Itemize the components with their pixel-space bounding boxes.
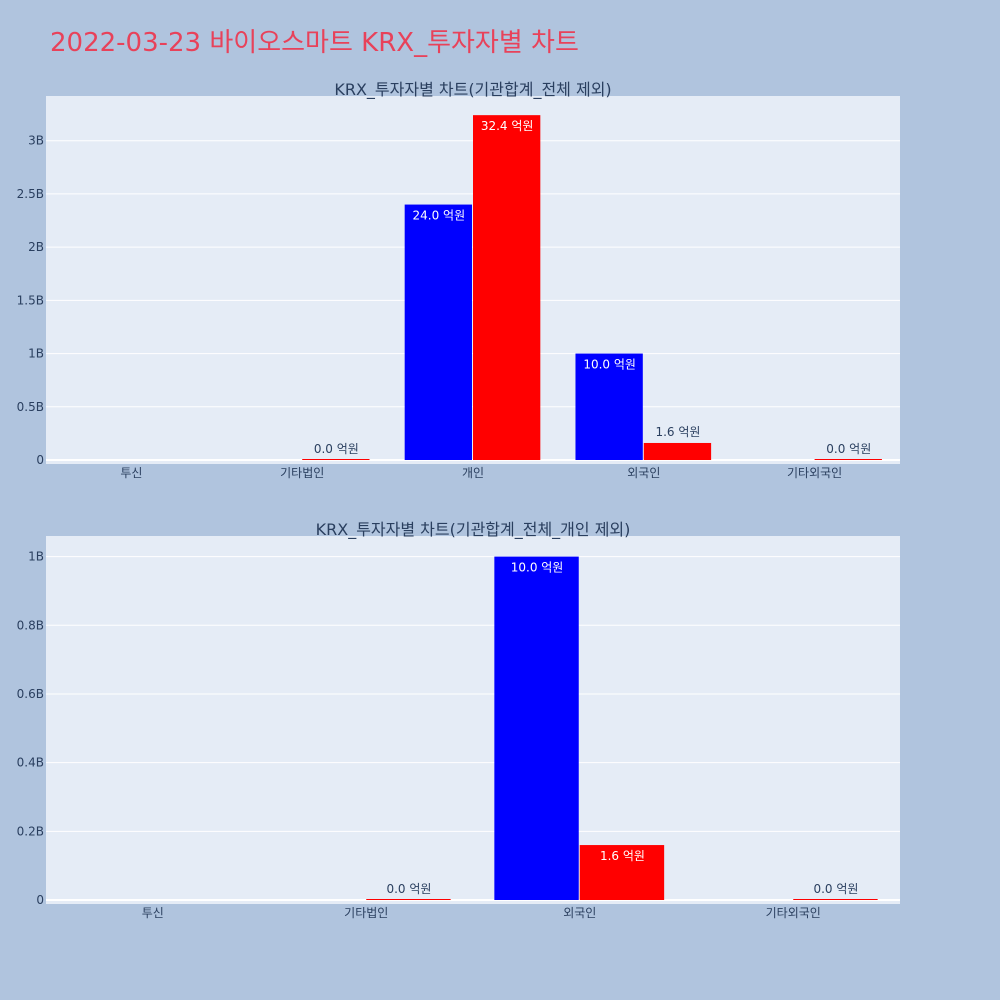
x-tick-label: 투신	[120, 466, 142, 480]
x-tick-label: 투신	[142, 906, 164, 920]
data-label: 0.0 억원	[386, 882, 431, 896]
bar	[575, 353, 643, 460]
bar	[643, 442, 712, 460]
y-tick-label: 0.8B	[17, 618, 44, 632]
y-tick-label: 1B	[28, 347, 44, 361]
data-label: 32.4 억원	[481, 119, 534, 133]
y-tick-label: 0.6B	[17, 687, 44, 701]
data-label: 10.0 억원	[511, 561, 564, 575]
bar	[579, 845, 665, 900]
y-tick-label: 0	[36, 893, 44, 907]
x-tick-label: 외국인	[563, 906, 596, 920]
data-label: 0.0 억원	[826, 442, 871, 456]
y-tick-label: 2.5B	[17, 187, 44, 201]
x-tick-label: 개인	[462, 466, 484, 480]
y-tick-label: 0.5B	[17, 400, 44, 414]
y-tick-label: 1B	[28, 550, 44, 564]
x-tick-label: 기타법인	[344, 906, 388, 920]
data-label: 1.6 억원	[600, 849, 645, 863]
data-label: 0.0 억원	[813, 882, 858, 896]
data-label: 10.0 억원	[583, 358, 636, 372]
y-tick-label: 2B	[28, 240, 44, 254]
x-tick-label: 기타외국인	[766, 906, 821, 920]
x-tick-label: 외국인	[627, 466, 660, 480]
chart-title-2: KRX_투자자별 차트(기관합계_전체_개인 제외)	[316, 520, 631, 540]
y-tick-label: 3B	[28, 134, 44, 148]
x-tick-label: 기타법인	[280, 466, 324, 480]
y-tick-label: 0	[36, 453, 44, 467]
bar	[404, 204, 472, 460]
x-tick-label: 기타외국인	[787, 466, 842, 480]
y-tick-label: 0.4B	[17, 756, 44, 770]
chart-title-1: KRX_투자자별 차트(기관합계_전체 제외)	[334, 80, 611, 100]
bar	[473, 115, 541, 460]
page-title: 2022-03-23 바이오스마트 KRX_투자자별 차트	[50, 28, 579, 58]
data-label: 1.6 억원	[655, 425, 700, 439]
y-tick-label: 1.5B	[17, 293, 44, 307]
plot-area-2	[46, 536, 900, 904]
data-label: 24.0 억원	[413, 209, 466, 223]
bar	[494, 556, 579, 900]
y-tick-label: 0.2B	[17, 824, 44, 838]
data-label: 0.0 억원	[314, 442, 359, 456]
